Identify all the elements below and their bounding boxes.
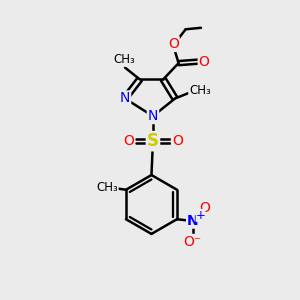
- Text: O: O: [123, 134, 134, 148]
- Text: O⁻: O⁻: [184, 235, 202, 249]
- Text: O: O: [172, 134, 183, 148]
- Text: O: O: [200, 201, 210, 215]
- Text: +: +: [196, 209, 206, 222]
- Text: CH₃: CH₃: [96, 181, 118, 194]
- Text: N: N: [120, 92, 130, 106]
- Text: S: S: [147, 132, 159, 150]
- Text: CH₃: CH₃: [113, 53, 135, 66]
- Text: CH₃: CH₃: [189, 84, 211, 97]
- Text: N: N: [187, 214, 199, 228]
- Text: N: N: [148, 109, 158, 123]
- Text: O: O: [199, 55, 210, 69]
- Text: O: O: [168, 37, 179, 51]
